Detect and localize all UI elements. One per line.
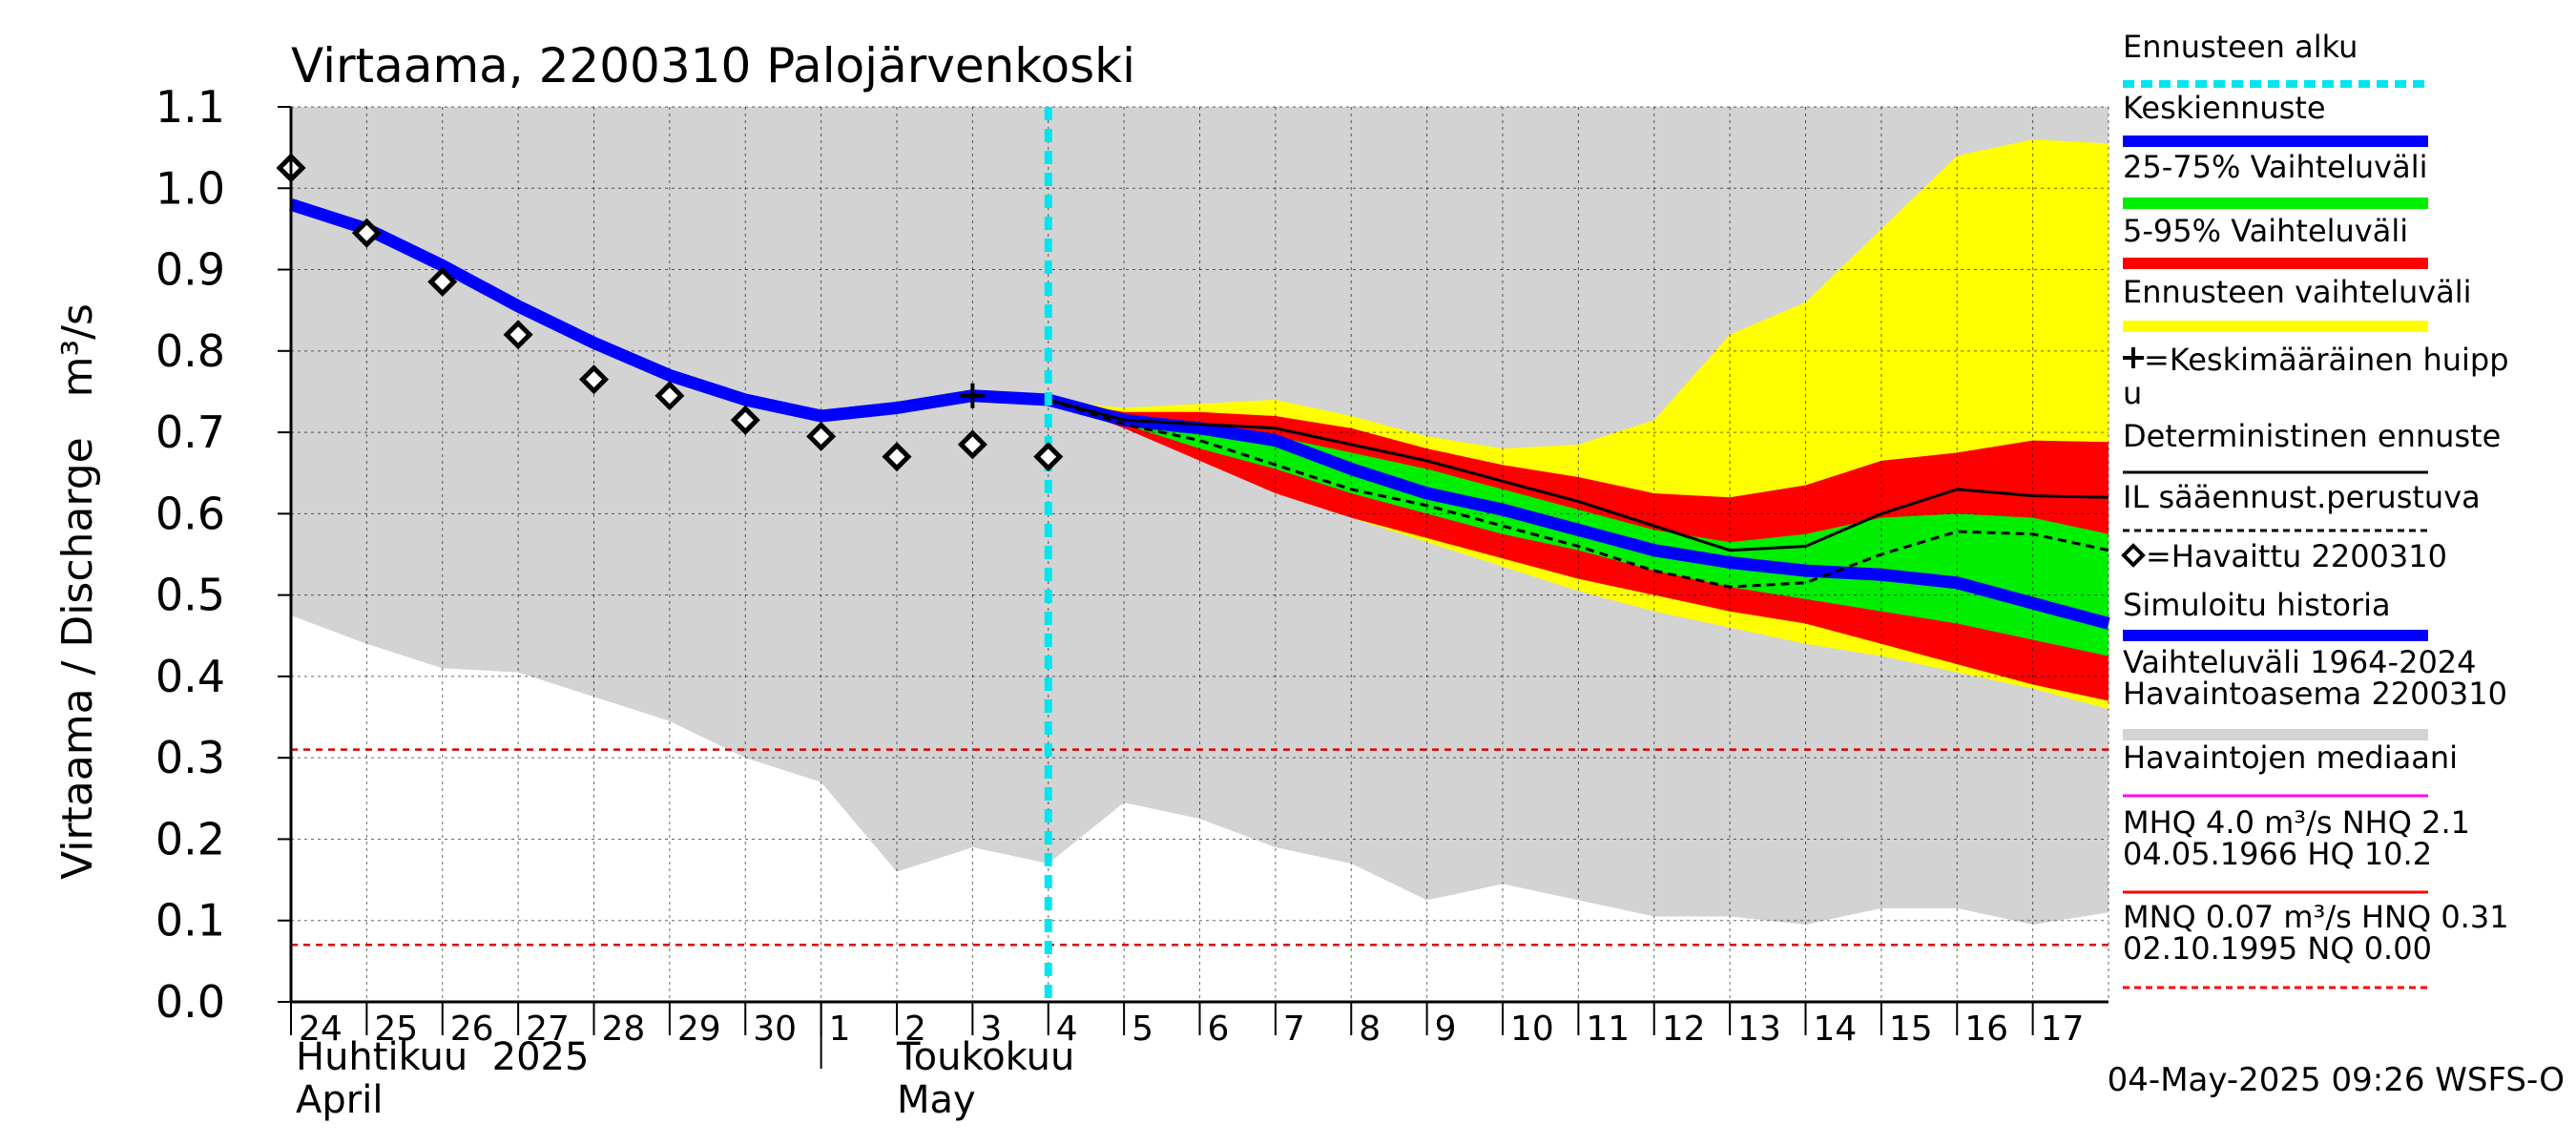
- x-tick-label: 27: [526, 1010, 570, 1049]
- x-tick-label: 5: [1132, 1010, 1153, 1049]
- legend-item: Havaintojen mediaani: [2123, 739, 2458, 798]
- observed-point: [806, 421, 837, 451]
- peak-marker: [960, 383, 986, 408]
- legend-label: Ennusteen alku: [2123, 29, 2358, 65]
- x-tick-label: 3: [980, 1010, 1002, 1049]
- x-tick-label: 6: [1208, 1010, 1230, 1049]
- y-tick-label: 0.2: [156, 813, 225, 864]
- legend-item: Vaihteluväli 1964-2024 Havaintoasema 220…: [2123, 644, 2507, 740]
- x-tick-label: 26: [450, 1010, 494, 1049]
- x-tick-label: 24: [299, 1010, 343, 1049]
- legend-label: IL sääennust.perustuva: [2123, 479, 2481, 515]
- x-tick-label: 4: [1056, 1010, 1078, 1049]
- legend-label: 5-95% Vaihteluväli: [2123, 213, 2408, 249]
- legend-label: MHQ 4.0 m³/s NHQ 2.1: [2123, 804, 2470, 841]
- y-tick-label: 0.4: [156, 651, 225, 702]
- legend-item: =Havaittu 2200310: [2121, 538, 2447, 574]
- x-tick-label: 29: [677, 1010, 721, 1049]
- legend-label: =Keskimääräinen huipp: [2144, 342, 2509, 378]
- x-tick-label: 8: [1359, 1010, 1381, 1049]
- y-tick-layer: 0.0 0.1 0.2 0.3 0.4 0.5 0.6 0.7 0.8 0.9 1.0 1.1: [156, 81, 291, 1028]
- x-tick-label: 10: [1510, 1010, 1554, 1049]
- observed-point: [654, 381, 685, 411]
- legend-item: Ennusteen vaihteluväli: [2123, 274, 2472, 332]
- month-label-en-april: April: [296, 1078, 383, 1122]
- x-tick-label: 1: [829, 1010, 851, 1049]
- x-tick-label: 7: [1283, 1010, 1305, 1049]
- x-tick-label: 13: [1737, 1010, 1781, 1049]
- y-axis-label: Virtaama / Discharge m³/s: [53, 303, 102, 880]
- legend-label: =Havaittu 2200310: [2146, 538, 2447, 574]
- reference-line-layer: [291, 748, 2109, 947]
- observed-point: [1033, 442, 1064, 472]
- month-label-fi-may: Toukokuu: [896, 1035, 1074, 1079]
- series-line-deterministinen-ennuste: [1048, 398, 2109, 552]
- legend-label: Havaintojen mediaani: [2123, 739, 2458, 776]
- observed-point: [427, 266, 458, 297]
- x-tick-label: 17: [2041, 1010, 2085, 1049]
- x-tick-label: 15: [1889, 1010, 1933, 1049]
- legend-item: Deterministinen ennuste: [2123, 418, 2501, 474]
- observed-point: [503, 320, 533, 350]
- x-tick-label: 25: [374, 1010, 418, 1049]
- month-label-en-may: May: [897, 1078, 976, 1122]
- series-line-keskiennuste: [1047, 393, 2110, 630]
- x-tick-label: 28: [602, 1010, 646, 1049]
- legend-label-line2: u: [2123, 375, 2142, 411]
- month-label-fi-april: Huhtikuu 2025: [296, 1035, 589, 1079]
- y-tick-label: 0.5: [156, 570, 225, 621]
- y-tick-label: 0.6: [156, 488, 225, 539]
- legend-item: 25-75% Vaihteluväli: [2123, 149, 2428, 209]
- series-line-simuloitu-historia: [289, 198, 1049, 423]
- x-tick-label: 11: [1586, 1010, 1630, 1049]
- plot-area: [276, 106, 2110, 1004]
- legend-item: Simuloitu historia: [2123, 587, 2428, 641]
- legend-item: Ennusteen alku: [2123, 29, 2428, 88]
- legend-diamond-symbol: [2121, 543, 2146, 568]
- observed-point: [351, 218, 382, 248]
- y-tick-label: 0.0: [156, 976, 225, 1028]
- legend-label: Simuloitu historia: [2123, 587, 2391, 623]
- legend-label-line2: Havaintoasema 2200310: [2123, 676, 2507, 712]
- x-tick-label: 30: [753, 1010, 797, 1049]
- legend-item: Keskiennuste: [2123, 90, 2428, 147]
- x-tick-label: 9: [1435, 1010, 1457, 1049]
- y-tick-label: 0.3: [156, 732, 225, 783]
- y-tick-label: 1.0: [156, 162, 225, 214]
- y-tick-label: 1.1: [156, 81, 225, 133]
- legend-label: Vaihteluväli 1964-2024: [2123, 644, 2477, 680]
- footer-timestamp: 04-May-2025 09:26 WSFS-O: [2108, 1061, 2565, 1099]
- legend-label-line2: 04.05.1966 HQ 10.2: [2123, 836, 2432, 872]
- series-line-il-s-ennust-perustuva: [1048, 398, 2109, 589]
- x-tick-label: 14: [1814, 1010, 1858, 1049]
- observed-point: [882, 442, 912, 472]
- legend-label: Deterministinen ennuste: [2123, 418, 2501, 454]
- legend-label: Ennusteen vaihteluväli: [2123, 274, 2472, 310]
- observed-point: [578, 364, 610, 395]
- observed-point: [730, 405, 760, 435]
- x-tick-layer: 24 25 26 27 28 29 30 1 2 3 4 5 6 7 8 9 10 11 12 13 14 15 16 17: [290, 1002, 2085, 1069]
- y-tick-label: 0.9: [156, 244, 225, 296]
- x-tick-label: 2: [904, 1010, 926, 1049]
- legend-item: 5-95% Vaihteluväli: [2123, 213, 2428, 269]
- legend-plus-symbol: [2123, 347, 2144, 368]
- legend-label: MNQ 0.07 m³/s HNQ 0.31: [2123, 899, 2509, 935]
- legend-label-line2: 02.10.1995 NQ 0.00: [2123, 930, 2432, 967]
- legend-item: IL sääennust.perustuva: [2123, 479, 2481, 532]
- x-tick-label: 16: [1964, 1010, 2008, 1049]
- observed-point: [957, 429, 987, 460]
- legend: Ennusteen alku Keskiennuste 25-75% Vaihtel…: [2121, 29, 2509, 989]
- legend-label: Keskiennuste: [2123, 90, 2326, 126]
- y-tick-label: 0.8: [156, 325, 225, 377]
- y-tick-label: 0.1: [156, 895, 225, 947]
- x-tick-label: 12: [1662, 1010, 1706, 1049]
- series-layer: [289, 107, 2110, 1002]
- chart-title: Virtaama, 2200310 Palojärvenkoski: [291, 38, 1135, 94]
- legend-item: MHQ 4.0 m³/s NHQ 2.104.05.1966 HQ 10.2: [2123, 804, 2470, 894]
- y-tick-label: 0.7: [156, 406, 225, 458]
- legend-label: 25-75% Vaihteluväli: [2123, 149, 2427, 185]
